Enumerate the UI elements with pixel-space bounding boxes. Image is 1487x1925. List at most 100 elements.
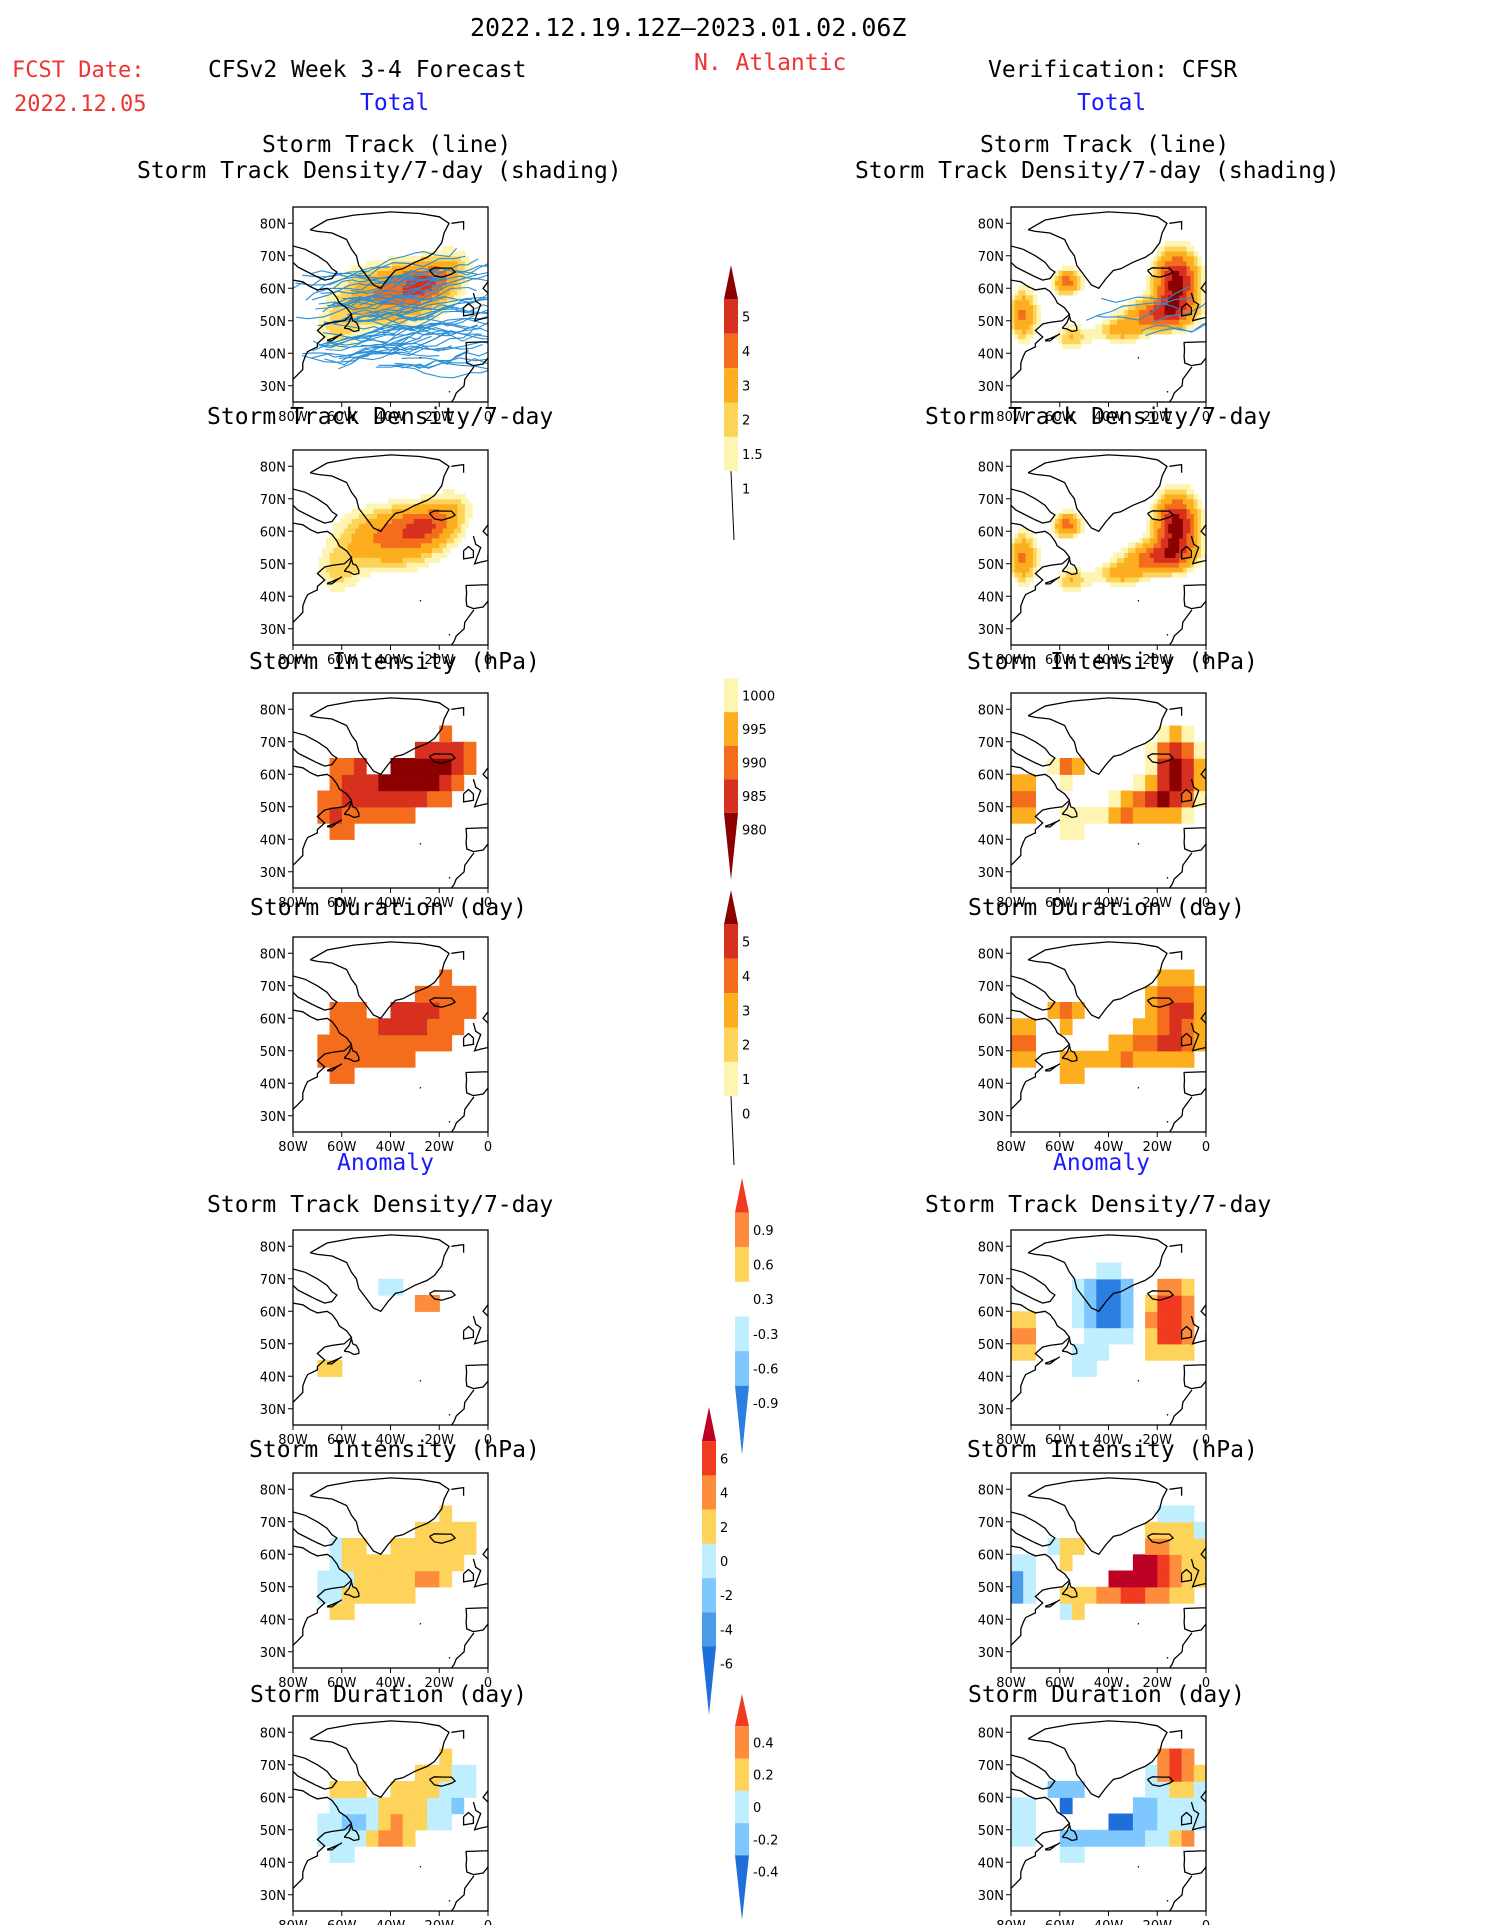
density-cell (369, 542, 375, 549)
density-cell (1168, 246, 1173, 252)
coastline (1169, 220, 1183, 230)
duration-cell (1120, 1050, 1134, 1068)
intensity-cell (451, 774, 465, 792)
density-cell (1197, 508, 1202, 514)
density-cell (1098, 571, 1104, 578)
density-cell (351, 552, 356, 558)
density-cell (1190, 309, 1195, 315)
coastline (1169, 1243, 1183, 1253)
density-cell (1179, 489, 1184, 495)
density-cell (1175, 528, 1180, 534)
colorbar-segment (724, 712, 738, 746)
density-cell (1146, 571, 1151, 578)
density-cell (391, 528, 396, 534)
density-cell (1175, 324, 1180, 330)
duration-cell (427, 1018, 440, 1036)
density-cell (325, 309, 331, 315)
anomaly-cell (1145, 1764, 1158, 1782)
duration-cell (451, 985, 465, 1003)
density-cell (351, 547, 356, 553)
colorbar-segment (724, 333, 738, 369)
density-cell (464, 265, 470, 271)
lat-tick-label: 80N (260, 1483, 286, 1498)
density-cell (402, 547, 407, 553)
duration-cell (1157, 1050, 1171, 1068)
coastline (1169, 706, 1183, 716)
coastline (462, 1325, 475, 1340)
density-cell (399, 518, 404, 524)
density-cell (336, 571, 342, 578)
lon-tick-label: 60W (1045, 410, 1075, 425)
coastline (1044, 1599, 1061, 1608)
density-cell (1018, 299, 1023, 306)
density-cell (1201, 280, 1206, 286)
density-cell (1135, 571, 1140, 578)
storm-track-line (296, 293, 399, 320)
density-cell (1018, 314, 1023, 320)
density-cell (355, 280, 360, 286)
intensity-cell (1145, 774, 1158, 792)
density-cell (1025, 542, 1030, 549)
density-cell (1164, 285, 1169, 291)
density-cell (406, 523, 411, 529)
density-cell (1146, 285, 1151, 291)
density-cell (1157, 299, 1162, 306)
anomaly-cell (1181, 1813, 1195, 1831)
intensity-cell (439, 758, 453, 775)
density-cell (1171, 567, 1177, 573)
density-cell (1065, 528, 1071, 534)
density-cell (1069, 275, 1074, 281)
colorbar-arrow (724, 890, 738, 925)
density-cell (395, 567, 400, 573)
coastline (1011, 245, 1056, 281)
duration-cell (353, 1050, 367, 1068)
density-cell (1142, 532, 1147, 539)
density-cell (1171, 489, 1177, 495)
density-cell (1157, 493, 1162, 500)
anomaly-cell (1011, 1813, 1024, 1831)
lon-tick-label: 80W (278, 896, 308, 911)
density-cell (413, 547, 418, 553)
density-cell (1131, 552, 1136, 558)
coastline (462, 1568, 475, 1583)
panel-title-duration-right: Storm Duration (day) (968, 895, 1245, 921)
lon-tick-label: 20W (425, 1433, 455, 1448)
density-cell (369, 304, 375, 310)
anomaly-cell (341, 1554, 355, 1572)
anomaly-cell (1132, 1586, 1146, 1604)
duration-cell (402, 1050, 416, 1068)
density-cell (1175, 285, 1180, 291)
density-cell (395, 285, 400, 291)
density-cell (355, 523, 360, 529)
coastline (1169, 463, 1183, 473)
density-cell (1168, 498, 1173, 505)
anomaly-cell (1059, 1603, 1073, 1620)
lat-tick-label: 60N (978, 1012, 1004, 1027)
coastline (1169, 1486, 1183, 1496)
density-cell (428, 557, 433, 563)
coastline (1183, 1850, 1206, 1876)
density-cell (457, 503, 462, 510)
density-cell (1182, 314, 1188, 320)
anomaly-cell (1181, 1538, 1195, 1555)
density-cell (1120, 571, 1125, 578)
density-cell (1069, 576, 1074, 583)
density-cell (391, 503, 396, 510)
density-cell (413, 503, 418, 510)
intensity-cell (402, 790, 416, 808)
storm-track-line (295, 266, 390, 286)
density-cell (333, 552, 338, 558)
density-cell (1139, 537, 1144, 544)
colorbar-arrow (702, 1646, 716, 1715)
density-cell (1160, 275, 1166, 281)
density-cell (344, 523, 349, 529)
coastline (1190, 535, 1206, 565)
anomaly-cell (1193, 1781, 1206, 1798)
density-cell (1014, 328, 1019, 335)
density-cell (424, 542, 429, 549)
lat-tick-label: 70N (978, 980, 1004, 995)
density-cell (380, 503, 386, 510)
lat-tick-label: 30N (978, 623, 1004, 638)
storm-track-line (1096, 297, 1195, 321)
